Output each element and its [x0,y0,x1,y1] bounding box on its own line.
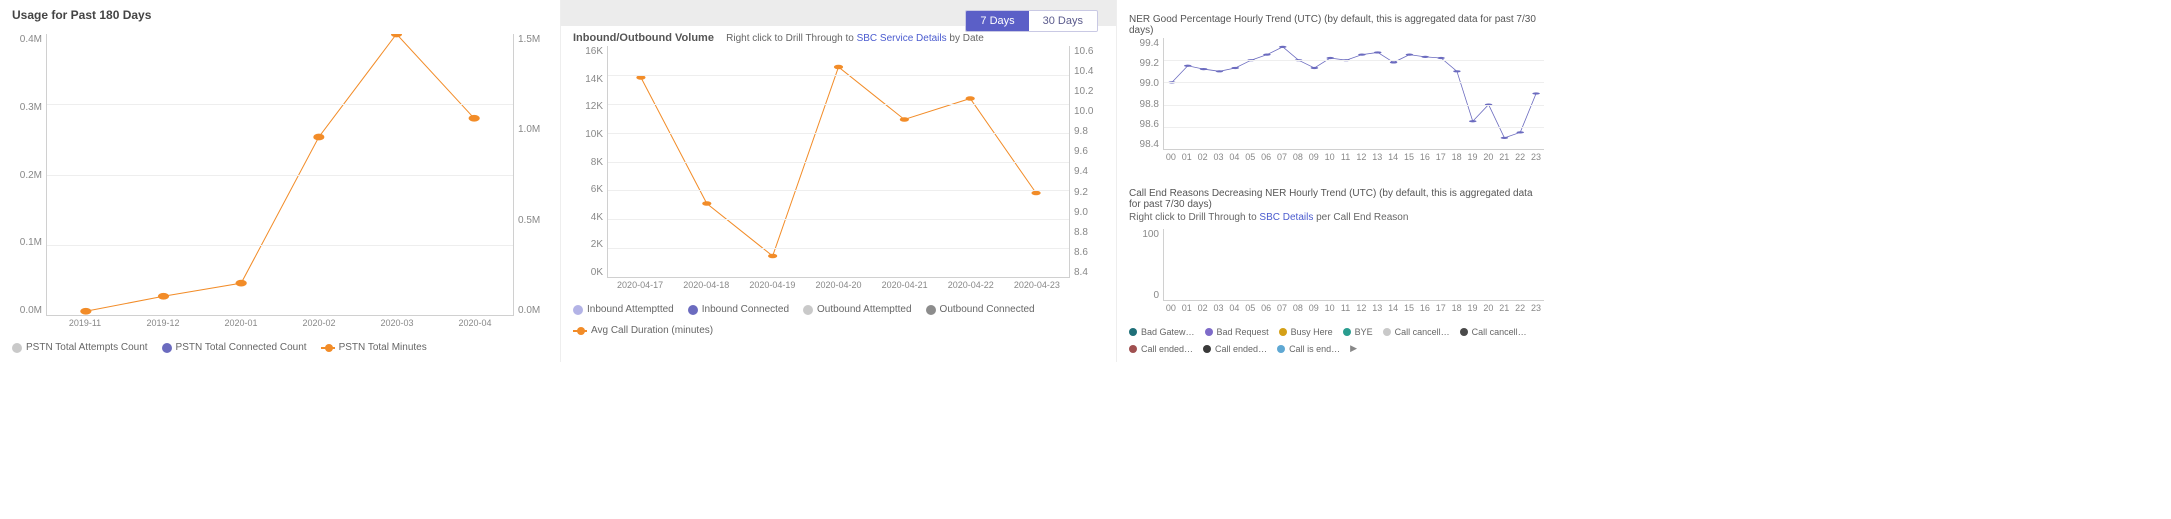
usage-180-panel: Usage for Past 180 Days 0.4M0.3M0.2M0.1M… [0,0,560,362]
legend-inatt[interactable]: Inbound Attemptted [573,304,674,315]
drill-prefix: Right click to Drill Through to [1129,212,1259,223]
reasons-legend: Bad Gatew… Bad Request Busy Here BYE Call ca… [1129,327,1544,354]
reasons-y-axis: 1000 [1129,229,1163,301]
legend-minutes[interactable]: PSTN Total Minutes [321,342,427,353]
swatch-icon [803,305,813,315]
volume-title: Inbound/Outbound Volume Right click to D… [573,32,1104,44]
usage-y-right: 1.5M1.0M0.5M0.0M [514,34,548,316]
swatch-icon [12,343,22,353]
volume-title-text: Inbound/Outbound Volume [573,32,714,44]
ner-x-axis: 0001020304050607080910111213141516171819… [1163,150,1544,168]
volume-y-left: 16K14K12K10K8K6K4K2K0K [573,46,607,278]
legend-outatt[interactable]: Outbound Attemptted [803,304,912,315]
legend-label: Outbound Attemptted [817,304,912,315]
legend-more-icon[interactable]: ▶ [1350,343,1357,354]
legend-ended2[interactable]: Call ended… [1203,343,1267,354]
volume-x-axis: 2020-04-172020-04-182020-04-192020-04-20… [607,278,1070,296]
legend-avgdur[interactable]: Avg Call Duration (minutes) [573,325,713,336]
legend-bye[interactable]: BYE [1343,327,1373,337]
legend-connected[interactable]: PSTN Total Connected Count [162,342,307,353]
volume-legend: Inbound Attemptted Inbound Connected Out… [573,304,1104,336]
legend-badRequest[interactable]: Bad Request [1205,327,1269,337]
time-range-pill: 7 Days 30 Days [965,10,1098,32]
reasons-drill: Right click to Drill Through to SBC Deta… [1129,212,1544,223]
pill-30days[interactable]: 30 Days [1029,11,1097,31]
legend-incon[interactable]: Inbound Connected [688,304,789,315]
legend-label: PSTN Total Connected Count [176,342,307,353]
reasons-x-axis: 0001020304050607080910111213141516171819… [1163,301,1544,319]
legend-outcon[interactable]: Outbound Connected [926,304,1035,315]
legend-label: Outbound Connected [940,304,1035,315]
swatch-icon [573,330,587,332]
legend-busyHere[interactable]: Busy Here [1279,327,1333,337]
reasons-title: Call End Reasons Decreasing NER Hourly T… [1129,188,1544,210]
legend-cancel2[interactable]: Call cancell… [1460,327,1527,337]
usage-y-left: 0.4M0.3M0.2M0.1M0.0M [12,34,46,316]
legend-ended1[interactable]: Call ended… [1129,343,1193,354]
drill-link[interactable]: SBC Details [1259,212,1313,223]
ner-plot [1163,38,1544,150]
ner-chart: 99.499.299.098.898.698.4 000102030405060… [1129,38,1544,168]
legend-label: Inbound Attemptted [587,304,674,315]
legend-label: Inbound Connected [702,304,789,315]
swatch-icon [926,305,936,315]
reasons-plot [1163,229,1544,301]
legend-isend[interactable]: Call is end… [1277,343,1340,354]
legend-label: Avg Call Duration (minutes) [591,325,713,336]
swatch-icon [162,343,172,353]
legend-label: PSTN Total Attempts Count [26,342,148,353]
usage-legend: PSTN Total Attempts Count PSTN Total Con… [12,342,548,353]
drill-suffix: by Date [949,33,983,44]
right-panel: NER Good Percentage Hourly Trend (UTC) (… [1116,0,1556,362]
volume-plot [607,46,1070,278]
swatch-icon [573,305,583,315]
legend-cancel1[interactable]: Call cancell… [1383,327,1450,337]
legend-badGateway[interactable]: Bad Gatew… [1129,327,1195,337]
drill-suffix: per Call End Reason [1316,212,1408,223]
reasons-chart: 1000 00010203040506070809101112131415161… [1129,229,1544,319]
drill-prefix: Right click to Drill Through to [726,33,856,44]
volume-drill: Right click to Drill Through to SBC Serv… [726,33,984,44]
usage-180-title: Usage for Past 180 Days [12,8,548,22]
ner-y-axis: 99.499.299.098.898.698.4 [1129,38,1163,150]
volume-panel: 7 Days 30 Days Inbound/Outbound Volume R… [560,0,1116,362]
drill-link[interactable]: SBC Service Details [857,33,947,44]
volume-y-right: 10.610.410.210.09.89.69.49.29.08.88.68.4 [1070,46,1104,278]
swatch-icon [321,347,335,349]
swatch-icon [688,305,698,315]
ner-title: NER Good Percentage Hourly Trend (UTC) (… [1129,14,1544,36]
ner-line-overlay [1164,38,1544,149]
legend-label: PSTN Total Minutes [339,342,427,353]
usage-180-chart: 0.4M0.3M0.2M0.1M0.0M 1.5M1.0M0.5M0.0M 20… [12,34,548,334]
legend-attempts[interactable]: PSTN Total Attempts Count [12,342,148,353]
usage-x-axis: 2019-112019-122020-012020-022020-032020-… [46,316,514,334]
usage-plot [46,34,514,316]
volume-chart: 16K14K12K10K8K6K4K2K0K 10.610.410.210.09… [573,46,1104,296]
pill-7days[interactable]: 7 Days [966,11,1028,31]
